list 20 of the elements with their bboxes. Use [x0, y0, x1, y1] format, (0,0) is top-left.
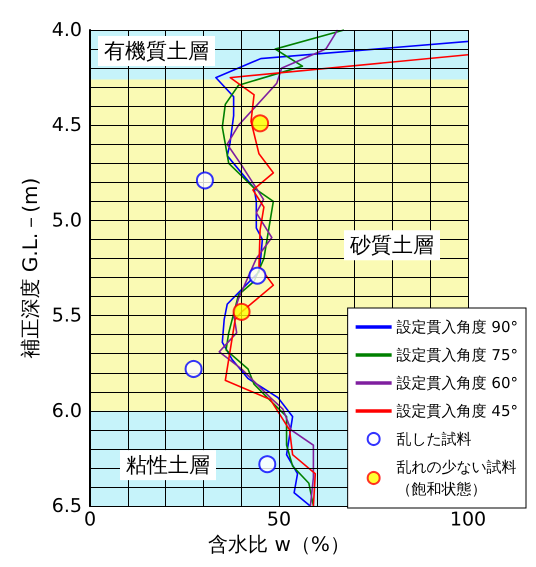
band-label: 粘性土層	[126, 453, 210, 478]
legend-label: 設定貫入角度 90°	[396, 318, 518, 336]
x-tick-label: 50	[266, 508, 292, 531]
y-tick-label: 4.0	[52, 19, 82, 41]
legend-label: 設定貫入角度 45°	[396, 402, 518, 420]
legend-label: 設定貫入角度 60°	[396, 374, 518, 392]
y-tick-label: 6.5	[52, 495, 82, 518]
y-tick-label: 5.0	[52, 209, 82, 232]
y-tick-label: 6.0	[52, 400, 82, 422]
legend-label: 乱した試料	[396, 430, 472, 448]
band-label: 砂質土層	[349, 233, 434, 258]
y-tick-label: 5.5	[52, 304, 82, 327]
y-axis-title: 補正深度 G.L.－(m)	[18, 178, 42, 358]
y-tick-label: 4.5	[52, 114, 82, 136]
x-tick-label: 100	[450, 508, 486, 531]
legend-label: 設定貫入角度 75°	[396, 346, 518, 364]
x-tick-label: 0	[84, 508, 96, 531]
band-label: 有機質土層	[104, 39, 209, 63]
x-axis-title: 含水比 w（%）	[208, 532, 350, 556]
legend-label: 乱れの少ない試料（飽和状態）	[396, 458, 517, 498]
